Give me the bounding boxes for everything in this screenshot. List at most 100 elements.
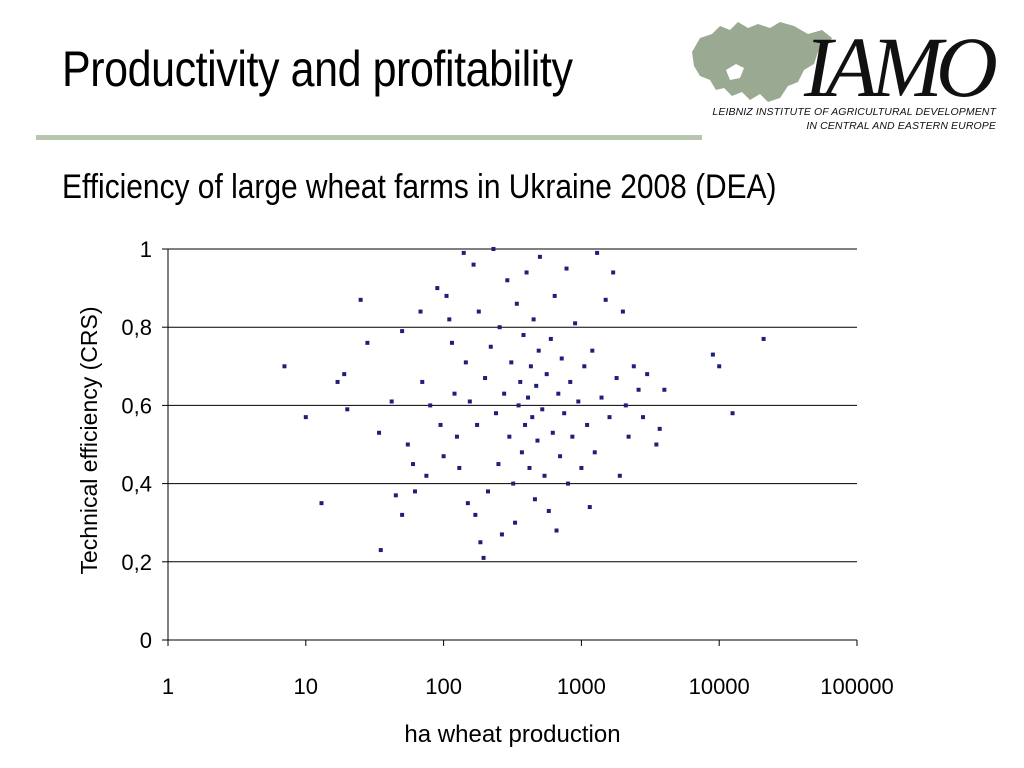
data-point (540, 407, 545, 412)
y-tick-label: 0,4 (121, 472, 152, 497)
data-point (519, 450, 524, 455)
data-point (342, 372, 347, 377)
data-point (400, 329, 405, 334)
data-point (457, 465, 462, 470)
data-point (521, 333, 526, 338)
data-point (377, 430, 382, 435)
x-tick-label: 10 (294, 674, 318, 699)
data-point (603, 297, 608, 302)
chart-title: Efficiency of large wheat farms in Ukrai… (62, 168, 777, 206)
data-point (471, 262, 476, 267)
data-point (447, 317, 452, 322)
y-tick-label: 0,2 (121, 550, 152, 575)
y-tick-label: 0,8 (121, 315, 152, 340)
data-point (493, 411, 498, 416)
data-point (558, 454, 563, 459)
x-tick-label: 1 (162, 674, 174, 699)
data-point (420, 379, 425, 384)
data-point (513, 520, 518, 525)
title-divider (36, 135, 702, 140)
data-point (607, 415, 612, 420)
data-point (486, 489, 491, 494)
data-point (636, 387, 641, 392)
data-point (461, 250, 466, 255)
data-point (654, 442, 659, 447)
data-point (730, 411, 735, 416)
data-point (530, 415, 535, 420)
data-point (548, 336, 553, 341)
data-point (556, 391, 561, 396)
data-point (389, 399, 394, 404)
data-point (393, 493, 398, 498)
data-point (573, 321, 578, 326)
data-point (475, 422, 480, 427)
data-point (400, 512, 405, 517)
data-point (465, 501, 470, 506)
data-point (505, 278, 510, 283)
data-point (473, 512, 478, 517)
data-point (662, 387, 667, 392)
map-inset (726, 64, 744, 80)
data-point (412, 489, 417, 494)
data-point (552, 293, 557, 298)
data-point (590, 348, 595, 353)
data-point (282, 364, 287, 369)
data-point (335, 379, 340, 384)
data-point (641, 415, 646, 420)
data-point (532, 497, 537, 502)
data-point (303, 415, 308, 420)
data-point (536, 348, 541, 353)
data-point (617, 473, 622, 478)
x-tick-label: 10000 (689, 674, 750, 699)
data-point (476, 309, 481, 314)
data-point (576, 399, 581, 404)
data-point (568, 379, 573, 384)
data-point (582, 364, 587, 369)
data-point (614, 376, 619, 381)
logo-wordmark: IAMO (804, 19, 998, 115)
data-point (496, 462, 501, 467)
map-shape (692, 22, 832, 102)
data-point (418, 309, 423, 314)
data-point (467, 399, 472, 404)
data-point (554, 528, 559, 533)
data-point (546, 508, 551, 513)
data-point (454, 434, 459, 439)
y-tick-label: 0 (140, 628, 152, 653)
data-point (537, 254, 542, 259)
data-point (531, 317, 536, 322)
y-tick-label: 1 (140, 237, 152, 262)
data-point (405, 442, 410, 447)
data-point (544, 372, 549, 377)
data-point (438, 422, 443, 427)
x-axis-label: ha wheat production (404, 721, 620, 748)
data-point (631, 364, 636, 369)
logo-subtitle-line1: LEIBNIZ INSTITUTE OF AGRICULTURAL DEVELO… (712, 106, 996, 118)
data-point (620, 309, 625, 314)
data-point (463, 360, 468, 365)
data-point (509, 360, 514, 365)
data-point (717, 364, 722, 369)
data-point (611, 270, 616, 275)
data-point (542, 473, 547, 478)
data-point (587, 505, 592, 510)
data-point (491, 247, 496, 251)
data-point (570, 434, 575, 439)
data-point (424, 473, 429, 478)
y-tick-label: 0,6 (121, 393, 152, 418)
logo-subtitle-line2: IN CENTRAL AND EASTERN EUROPE (806, 120, 996, 132)
x-tick-label: 100 (425, 674, 462, 699)
data-point (657, 426, 662, 431)
data-point (528, 364, 533, 369)
data-point (365, 340, 370, 345)
data-point (358, 297, 363, 302)
data-point (345, 407, 350, 412)
data-point (499, 532, 504, 537)
data-point (478, 540, 483, 545)
data-point (452, 391, 457, 396)
data-point (562, 411, 567, 416)
data-point (435, 286, 440, 291)
data-point (497, 325, 502, 330)
x-tick-label: 1000 (557, 674, 606, 699)
